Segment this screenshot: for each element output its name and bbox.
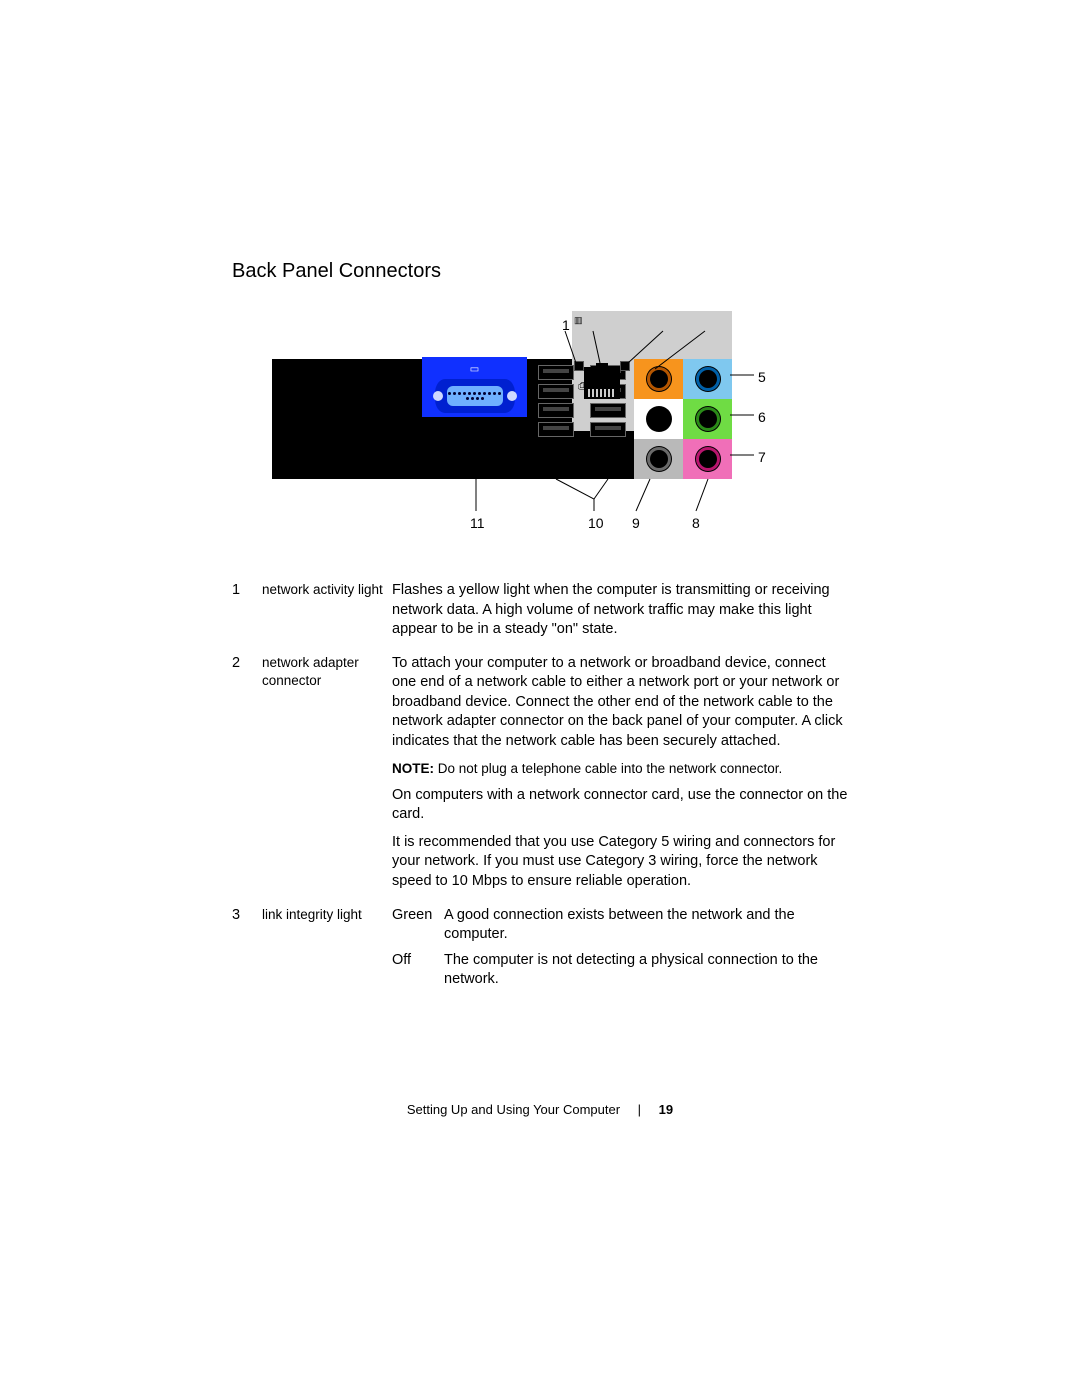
network-icon: ▥	[574, 315, 583, 326]
callout-9: 9	[632, 515, 640, 531]
status-text: The computer is not detecting a physical…	[444, 951, 852, 990]
callout-8: 8	[692, 515, 700, 531]
desc-num: 1	[232, 581, 262, 640]
desc-row: 2 network adapter connector To attach yo…	[232, 654, 852, 892]
rj45-area	[572, 359, 632, 407]
callout-5: 5	[758, 369, 766, 385]
page-footer: Setting Up and Using Your Computer | 19	[0, 1102, 1080, 1117]
network-activity-light	[574, 361, 584, 371]
desc-num: 2	[232, 654, 262, 892]
vga-connector: ▭	[422, 357, 527, 417]
desc-num: 3	[232, 906, 262, 996]
status-tag: Off	[392, 951, 444, 990]
desc-term: link integrity light	[262, 906, 392, 996]
desc-extra: On computers with a network connector ca…	[392, 786, 852, 825]
audio-jack-mic	[683, 439, 732, 479]
audio-jack-orange	[634, 359, 683, 399]
audio-jack-line-in	[683, 359, 732, 399]
section-heading: Back Panel Connectors	[232, 260, 852, 283]
connector-description-list: 1 network activity light Flashes a yello…	[232, 581, 852, 996]
footer-separator: |	[638, 1102, 641, 1117]
status-row: Off The computer is not detecting a phys…	[392, 951, 852, 990]
desc-term: network activity light	[262, 581, 392, 640]
audio-jack-side	[634, 399, 683, 439]
desc-body: Green A good connection exists between t…	[392, 906, 852, 996]
network-adapter-connector	[584, 367, 620, 399]
footer-page-number: 19	[659, 1102, 673, 1117]
desc-row: 1 network activity light Flashes a yello…	[232, 581, 852, 640]
desc-body: To attach your computer to a network or …	[392, 654, 852, 892]
status-text: A good connection exists between the net…	[444, 906, 852, 945]
desc-extra: It is recommended that you use Category …	[392, 833, 852, 892]
note-body: Do not plug a telephone cable into the n…	[434, 761, 782, 776]
footer-section: Setting Up and Using Your Computer	[407, 1102, 620, 1117]
link-integrity-light	[620, 361, 630, 371]
back-panel-diagram: 1 2 3 4 5 6 7 11 10 9 8 ▭	[272, 311, 792, 561]
callout-10: 10	[588, 515, 604, 531]
desc-term: network adapter connector	[262, 654, 392, 892]
vga-monitor-icon: ▭	[422, 364, 527, 375]
callout-11: 11	[470, 515, 485, 531]
note-label: NOTE:	[392, 761, 434, 776]
callout-7: 7	[758, 449, 766, 465]
status-tag: Green	[392, 906, 444, 945]
status-row: Green A good connection exists between t…	[392, 906, 852, 945]
usb-stack-left	[538, 365, 574, 437]
audio-jack-rear	[634, 439, 683, 479]
note-line: NOTE: Do not plug a telephone cable into…	[392, 760, 852, 778]
desc-body: Flashes a yellow light when the computer…	[392, 581, 852, 640]
audio-jack-grid	[634, 359, 732, 479]
callout-6: 6	[758, 409, 766, 425]
desc-row: 3 link integrity light Green A good conn…	[232, 906, 852, 996]
callout-1: 1	[562, 317, 570, 333]
audio-jack-line-out	[683, 399, 732, 439]
desc-body-text: To attach your computer to a network or …	[392, 654, 852, 752]
